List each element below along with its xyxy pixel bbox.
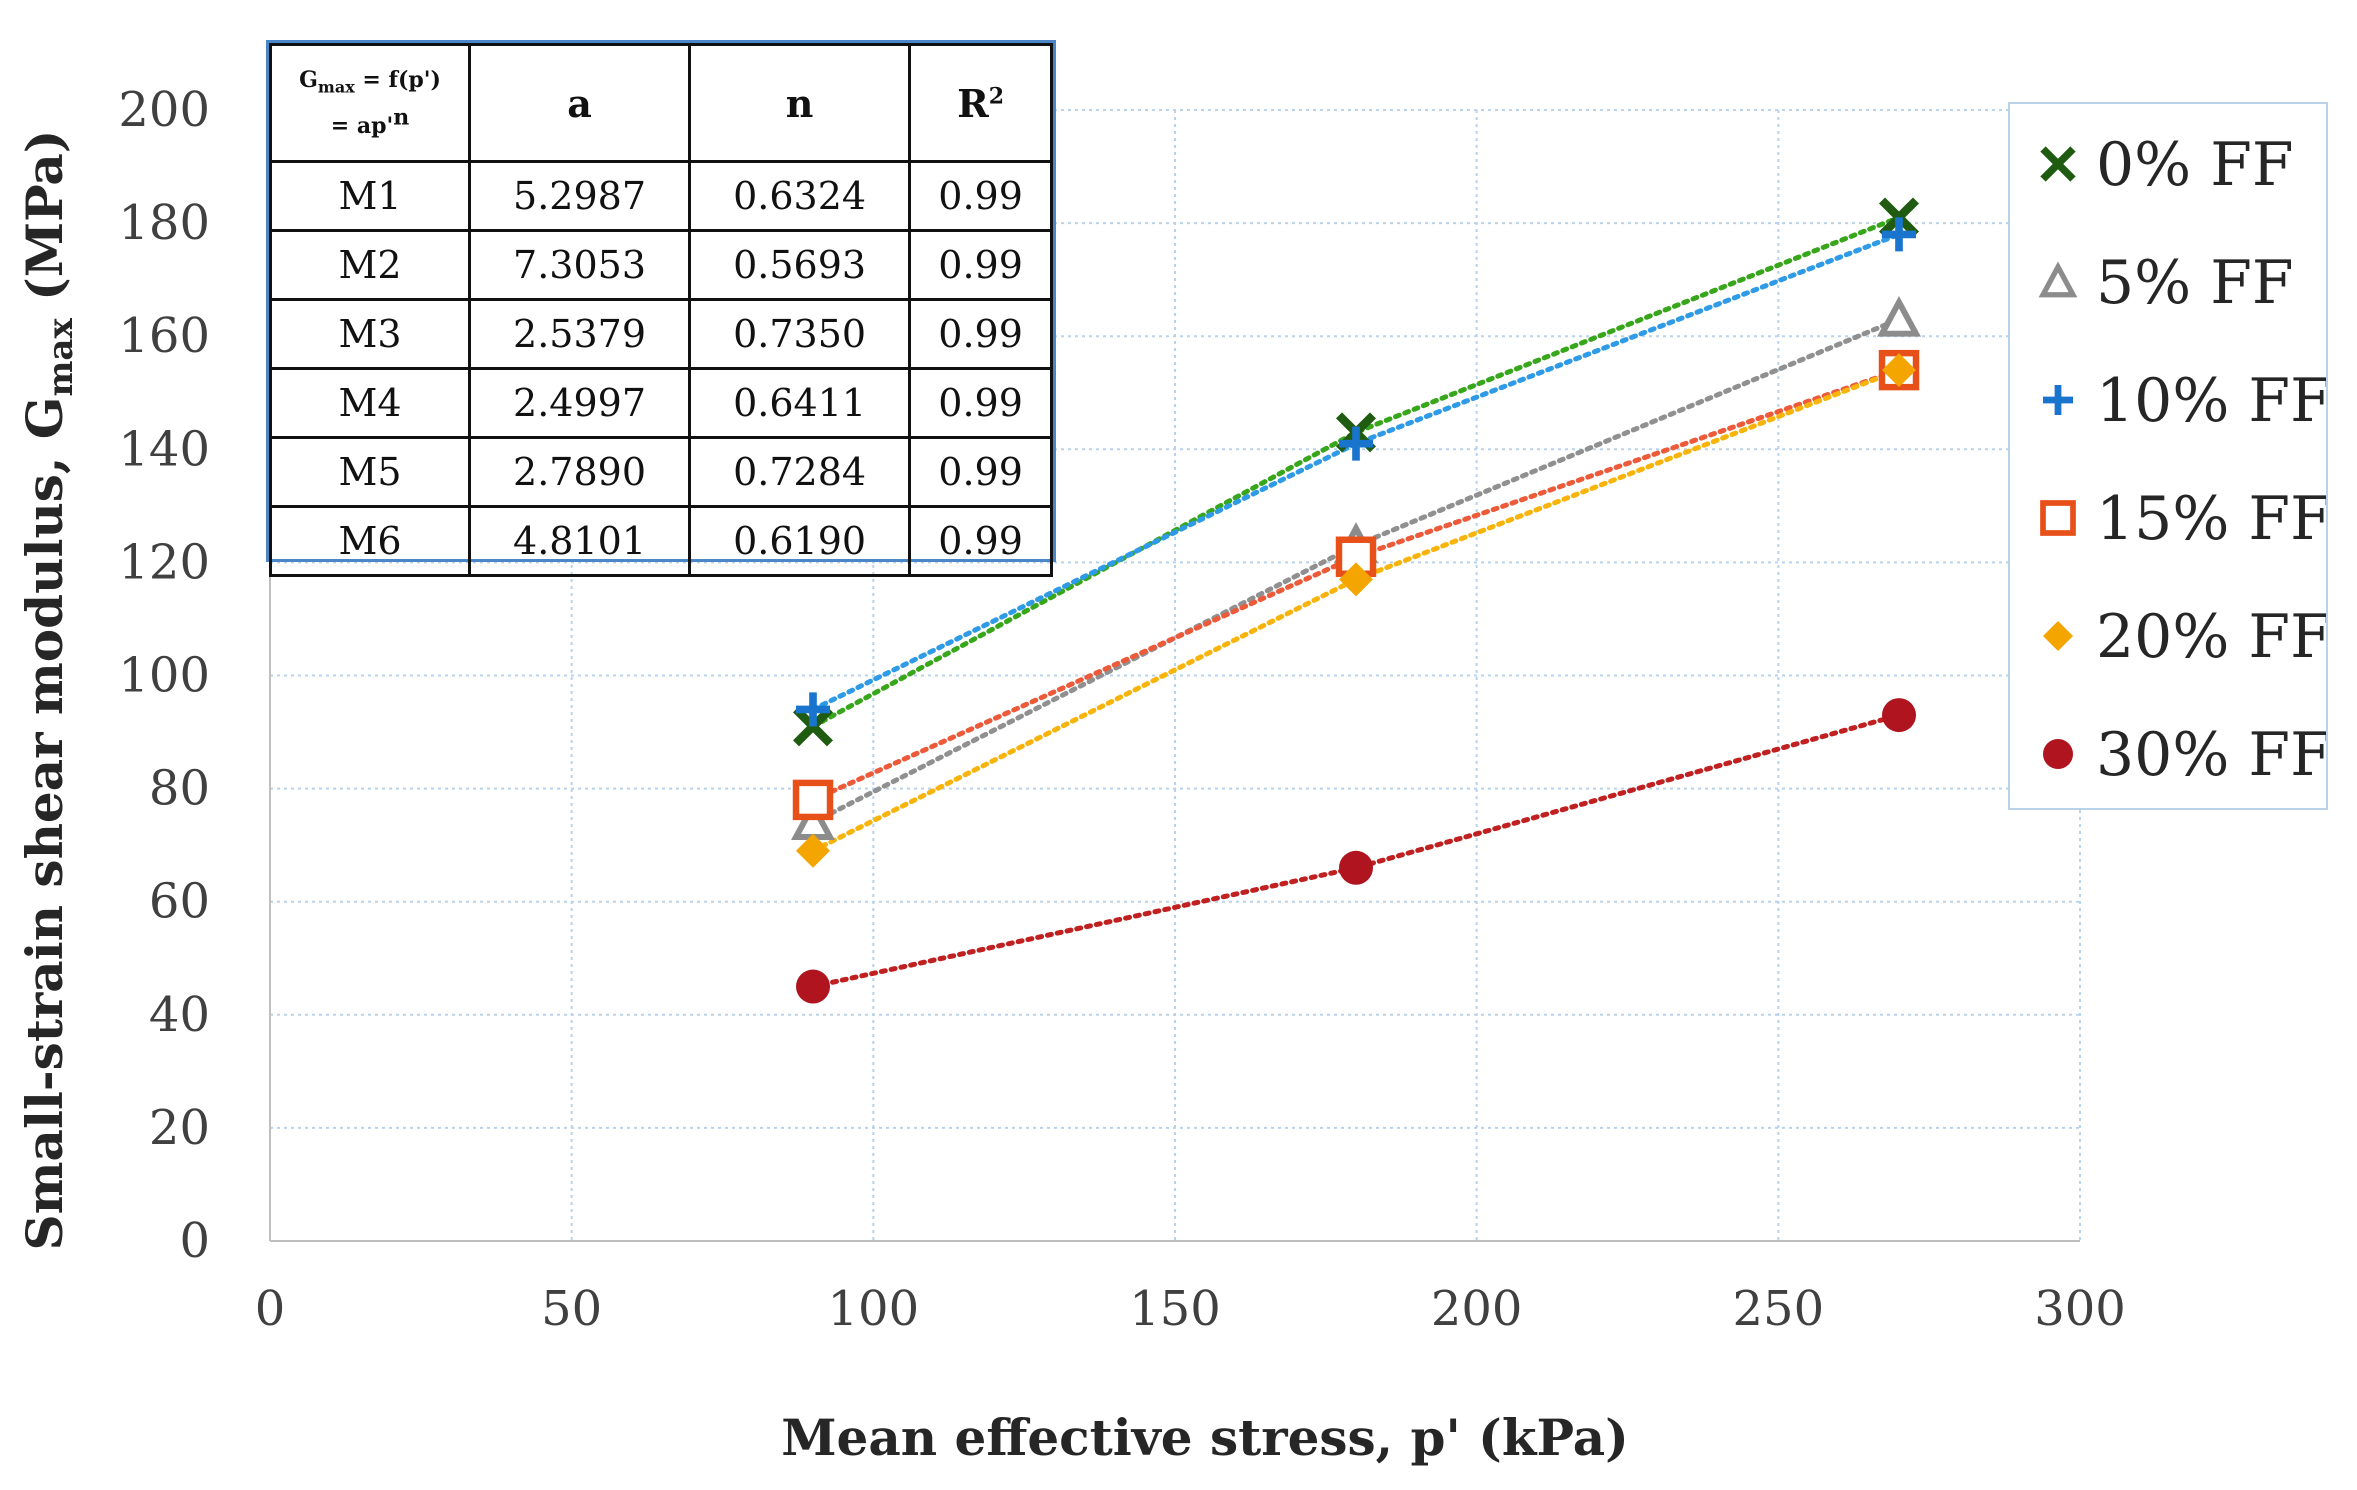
tick-labels: 0 20 40 60 80 100 120 140 160 180 200 0 50 100 150 200 2… bbox=[118, 82, 2125, 1337]
cell-r2: 0.99 bbox=[908, 298, 1053, 370]
legend: 0% FF 5% FF 10% FF 15% FF 20% FF 30% FF bbox=[2008, 102, 2332, 810]
cell-a: 2.7890 bbox=[467, 436, 692, 508]
fit-table: Gmax = f(p') = ap'n a n R2 M1 5.2987 0.632… bbox=[269, 43, 1053, 577]
point-30pct-ff bbox=[1339, 850, 1373, 885]
y-tick-label: 80 bbox=[149, 761, 210, 817]
table-row: M3 2.5379 0.7350 0.99 bbox=[269, 298, 1053, 370]
point-30pct-ff bbox=[796, 969, 830, 1004]
cell-n: 0.7284 bbox=[688, 436, 912, 508]
table-row: M6 4.8101 0.6190 0.99 bbox=[269, 505, 1053, 577]
legend-label-30pct-ff: 30% FF bbox=[2096, 720, 2326, 790]
point-30pct-ff bbox=[1882, 698, 1916, 733]
y-tick-label: 100 bbox=[118, 648, 210, 704]
x-tick-label: 0 bbox=[255, 1281, 286, 1337]
cell-model: M6 bbox=[269, 505, 471, 577]
point-10pct-ff bbox=[1882, 217, 1916, 252]
table-header-row: Gmax = f(p') = ap'n a n R2 bbox=[269, 43, 1053, 163]
legend-marker-5pct-ff bbox=[2038, 261, 2078, 298]
point-20pct-ff bbox=[1882, 353, 1916, 388]
cell-a: 2.4997 bbox=[467, 367, 692, 439]
data-points bbox=[791, 197, 1921, 1004]
point-20pct-ff bbox=[796, 833, 830, 868]
legend-label-10pct-ff: 10% FF bbox=[2096, 366, 2326, 436]
cell-a: 2.5379 bbox=[467, 298, 692, 370]
cell-n: 0.6190 bbox=[688, 505, 912, 577]
col-n-header: n bbox=[688, 43, 912, 163]
table-row: M1 5.2987 0.6324 0.99 bbox=[269, 160, 1053, 232]
y-axis-title-unit: (MPa) bbox=[15, 130, 74, 319]
cell-r2: 0.99 bbox=[908, 505, 1053, 577]
y-tick-label: 180 bbox=[118, 195, 210, 251]
equation-header: Gmax = f(p') = ap'n bbox=[269, 43, 471, 163]
cell-n: 0.5693 bbox=[688, 229, 912, 301]
legend-marker-20pct-ff bbox=[2043, 621, 2073, 651]
cell-r2: 0.99 bbox=[908, 436, 1053, 508]
equation-line1: Gmax = f(p') bbox=[299, 67, 441, 97]
y-tick-label: 160 bbox=[118, 308, 210, 364]
point-10pct-ff bbox=[1339, 426, 1373, 461]
y-tick-label: 40 bbox=[149, 987, 210, 1043]
cell-model: M1 bbox=[269, 160, 471, 232]
x-tick-label: 300 bbox=[2034, 1281, 2126, 1337]
x-axis-title: Mean effective stress, p' (kPa) bbox=[781, 1408, 1629, 1467]
fit-parameters-table: Gmax = f(p') = ap'n a n R2 M1 5.2987 0.632… bbox=[266, 40, 1056, 577]
legend-marker-30pct-ff bbox=[2043, 739, 2073, 769]
y-tick-label: 200 bbox=[118, 82, 210, 138]
cell-n: 0.6324 bbox=[688, 160, 912, 232]
cell-r2: 0.99 bbox=[908, 367, 1053, 439]
table-body: M1 5.2987 0.6324 0.99 M2 7.3053 0.5693 0.99 M3 2.… bbox=[269, 160, 1053, 577]
cell-n: 0.6411 bbox=[688, 367, 912, 439]
y-tick-label: 120 bbox=[118, 534, 210, 590]
x-tick-label: 100 bbox=[828, 1281, 920, 1337]
x-tick-label: 50 bbox=[541, 1281, 602, 1337]
point-10pct-ff bbox=[796, 692, 830, 727]
legend-marker-15pct-ff bbox=[2040, 500, 2076, 536]
y-tick-label: 0 bbox=[179, 1213, 210, 1269]
y-tick-label: 20 bbox=[149, 1100, 210, 1156]
table-row: M5 2.7890 0.7284 0.99 bbox=[269, 436, 1053, 508]
cell-model: M5 bbox=[269, 436, 471, 508]
legend-label-20pct-ff: 20% FF bbox=[2096, 602, 2326, 672]
x-tick-label: 250 bbox=[1733, 1281, 1825, 1337]
y-axis-title-sub: max bbox=[41, 318, 81, 397]
cell-r2: 0.99 bbox=[908, 160, 1053, 232]
legend-label-0pct-ff: 0% FF bbox=[2096, 130, 2294, 200]
col-a-header: a bbox=[467, 43, 692, 163]
legend-label-15pct-ff: 15% FF bbox=[2096, 484, 2326, 554]
x-tick-label: 200 bbox=[1431, 1281, 1523, 1337]
trendline-20pct-ff bbox=[810, 367, 1902, 854]
cell-model: M2 bbox=[269, 229, 471, 301]
cell-a: 7.3053 bbox=[467, 229, 692, 301]
legend-marker-10pct-ff bbox=[2043, 385, 2073, 415]
point-20pct-ff bbox=[1339, 562, 1373, 597]
cell-model: M3 bbox=[269, 298, 471, 370]
col-r2-header: R2 bbox=[908, 43, 1053, 163]
legend-marker-0pct-ff bbox=[2040, 146, 2076, 182]
x-tick-label: 150 bbox=[1129, 1281, 1221, 1337]
y-tick-label: 60 bbox=[149, 874, 210, 930]
cell-n: 0.7350 bbox=[688, 298, 912, 370]
legend-label-5pct-ff: 5% FF bbox=[2096, 248, 2294, 318]
y-axis-title: Small-strain shear modulus, Gmax (MPa) bbox=[15, 130, 81, 1251]
y-axis-title-main: Small-strain shear modulus, G bbox=[15, 397, 74, 1251]
cell-r2: 0.99 bbox=[908, 229, 1053, 301]
y-tick-label: 140 bbox=[118, 421, 210, 477]
cell-model: M4 bbox=[269, 367, 471, 439]
cell-a: 4.8101 bbox=[467, 505, 692, 577]
point-5pct-ff bbox=[1877, 295, 1921, 337]
equation-line2: = ap'n bbox=[330, 104, 410, 139]
table-row: M4 2.4997 0.6411 0.99 bbox=[269, 367, 1053, 439]
table-row: M2 7.3053 0.5693 0.99 bbox=[269, 229, 1053, 301]
cell-a: 5.2987 bbox=[467, 160, 692, 232]
point-15pct-ff bbox=[792, 779, 834, 821]
